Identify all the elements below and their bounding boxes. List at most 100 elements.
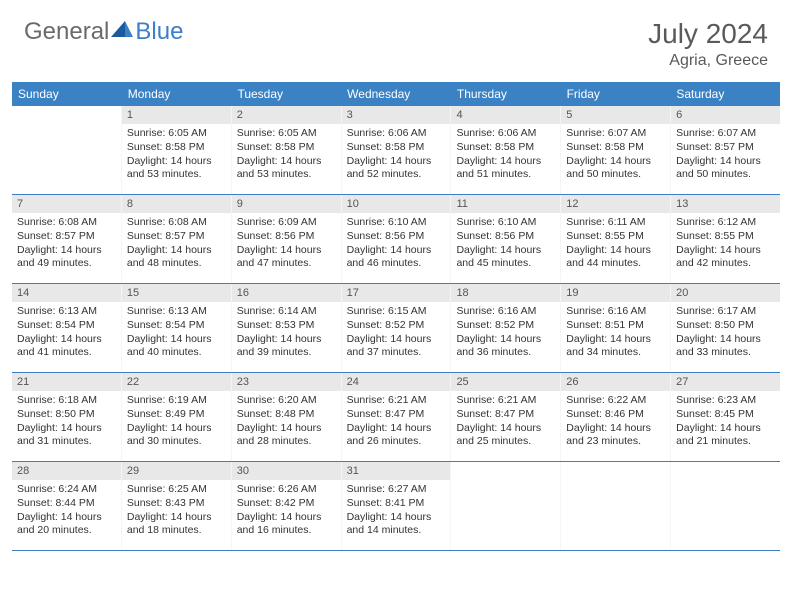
day-number: 21	[12, 373, 121, 391]
daylight-text: Daylight: 14 hours	[127, 333, 226, 347]
day-number: 8	[122, 195, 231, 213]
sunrise-text: Sunrise: 6:06 AM	[456, 127, 555, 141]
calendar: Sunday Monday Tuesday Wednesday Thursday…	[12, 82, 780, 551]
sunrise-text: Sunrise: 6:17 AM	[676, 305, 775, 319]
day-number: 9	[232, 195, 341, 213]
daylight-text: Daylight: 14 hours	[456, 244, 555, 258]
sunset-text: Sunset: 8:47 PM	[456, 408, 555, 422]
sunset-text: Sunset: 8:48 PM	[237, 408, 336, 422]
daylight-text: Daylight: 14 hours	[17, 511, 116, 525]
day-number: 30	[232, 462, 341, 480]
daylight-text-2: and 45 minutes.	[456, 257, 555, 271]
sunrise-text: Sunrise: 6:05 AM	[237, 127, 336, 141]
sunset-text: Sunset: 8:50 PM	[676, 319, 775, 333]
sunrise-text: Sunrise: 6:21 AM	[456, 394, 555, 408]
daylight-text-2: and 33 minutes.	[676, 346, 775, 360]
daylight-text: Daylight: 14 hours	[347, 511, 446, 525]
calendar-cell	[561, 462, 671, 550]
daylight-text-2: and 52 minutes.	[347, 168, 446, 182]
daylight-text-2: and 36 minutes.	[456, 346, 555, 360]
daylight-text-2: and 53 minutes.	[237, 168, 336, 182]
calendar-cell: 21Sunrise: 6:18 AMSunset: 8:50 PMDayligh…	[12, 373, 122, 461]
calendar-cell: 12Sunrise: 6:11 AMSunset: 8:55 PMDayligh…	[561, 195, 671, 283]
daylight-text-2: and 50 minutes.	[566, 168, 665, 182]
day-number: 27	[671, 373, 780, 391]
calendar-cell: 8Sunrise: 6:08 AMSunset: 8:57 PMDaylight…	[122, 195, 232, 283]
week-row: 7Sunrise: 6:08 AMSunset: 8:57 PMDaylight…	[12, 195, 780, 284]
logo: General Blue	[24, 18, 183, 46]
week-row: 1Sunrise: 6:05 AMSunset: 8:58 PMDaylight…	[12, 106, 780, 195]
daylight-text: Daylight: 14 hours	[127, 422, 226, 436]
sunrise-text: Sunrise: 6:14 AM	[237, 305, 336, 319]
daylight-text-2: and 49 minutes.	[17, 257, 116, 271]
sunrise-text: Sunrise: 6:26 AM	[237, 483, 336, 497]
sunset-text: Sunset: 8:44 PM	[17, 497, 116, 511]
day-header-row: Sunday Monday Tuesday Wednesday Thursday…	[12, 82, 780, 106]
sunrise-text: Sunrise: 6:24 AM	[17, 483, 116, 497]
month-title: July 2024	[648, 18, 768, 50]
header: General Blue July 2024 Agria, Greece	[0, 0, 792, 78]
cell-body: Sunrise: 6:17 AMSunset: 8:50 PMDaylight:…	[671, 302, 780, 365]
day-header-sun: Sunday	[12, 82, 122, 106]
sunrise-text: Sunrise: 6:10 AM	[347, 216, 446, 230]
sunrise-text: Sunrise: 6:16 AM	[566, 305, 665, 319]
daylight-text-2: and 41 minutes.	[17, 346, 116, 360]
daylight-text-2: and 47 minutes.	[237, 257, 336, 271]
daylight-text: Daylight: 14 hours	[566, 244, 665, 258]
calendar-cell: 7Sunrise: 6:08 AMSunset: 8:57 PMDaylight…	[12, 195, 122, 283]
calendar-cell: 10Sunrise: 6:10 AMSunset: 8:56 PMDayligh…	[342, 195, 452, 283]
sunrise-text: Sunrise: 6:25 AM	[127, 483, 226, 497]
sunset-text: Sunset: 8:56 PM	[456, 230, 555, 244]
cell-body: Sunrise: 6:11 AMSunset: 8:55 PMDaylight:…	[561, 213, 670, 276]
sunrise-text: Sunrise: 6:05 AM	[127, 127, 226, 141]
daylight-text: Daylight: 14 hours	[456, 422, 555, 436]
sunset-text: Sunset: 8:52 PM	[347, 319, 446, 333]
daylight-text-2: and 51 minutes.	[456, 168, 555, 182]
cell-body: Sunrise: 6:16 AMSunset: 8:52 PMDaylight:…	[451, 302, 560, 365]
daylight-text: Daylight: 14 hours	[127, 511, 226, 525]
day-header-thu: Thursday	[451, 82, 561, 106]
day-number: 6	[671, 106, 780, 124]
day-number: 5	[561, 106, 670, 124]
sunset-text: Sunset: 8:42 PM	[237, 497, 336, 511]
calendar-cell	[451, 462, 561, 550]
daylight-text: Daylight: 14 hours	[676, 155, 775, 169]
calendar-cell: 31Sunrise: 6:27 AMSunset: 8:41 PMDayligh…	[342, 462, 452, 550]
daylight-text: Daylight: 14 hours	[456, 155, 555, 169]
daylight-text-2: and 39 minutes.	[237, 346, 336, 360]
week-row: 28Sunrise: 6:24 AMSunset: 8:44 PMDayligh…	[12, 462, 780, 551]
day-number: 29	[122, 462, 231, 480]
cell-body: Sunrise: 6:15 AMSunset: 8:52 PMDaylight:…	[342, 302, 451, 365]
daylight-text-2: and 50 minutes.	[676, 168, 775, 182]
day-number: 13	[671, 195, 780, 213]
sunrise-text: Sunrise: 6:16 AM	[456, 305, 555, 319]
sunset-text: Sunset: 8:49 PM	[127, 408, 226, 422]
cell-body: Sunrise: 6:25 AMSunset: 8:43 PMDaylight:…	[122, 480, 231, 543]
cell-body: Sunrise: 6:08 AMSunset: 8:57 PMDaylight:…	[12, 213, 121, 276]
week-row: 21Sunrise: 6:18 AMSunset: 8:50 PMDayligh…	[12, 373, 780, 462]
day-header-sat: Saturday	[670, 82, 780, 106]
sunset-text: Sunset: 8:58 PM	[566, 141, 665, 155]
sunset-text: Sunset: 8:55 PM	[676, 230, 775, 244]
sunset-text: Sunset: 8:56 PM	[237, 230, 336, 244]
day-number: 16	[232, 284, 341, 302]
cell-body: Sunrise: 6:10 AMSunset: 8:56 PMDaylight:…	[342, 213, 451, 276]
sunrise-text: Sunrise: 6:11 AM	[566, 216, 665, 230]
calendar-cell: 1Sunrise: 6:05 AMSunset: 8:58 PMDaylight…	[122, 106, 232, 194]
day-number: 19	[561, 284, 670, 302]
sunrise-text: Sunrise: 6:08 AM	[17, 216, 116, 230]
day-header-mon: Monday	[122, 82, 232, 106]
sunrise-text: Sunrise: 6:18 AM	[17, 394, 116, 408]
cell-body: Sunrise: 6:22 AMSunset: 8:46 PMDaylight:…	[561, 391, 670, 454]
sunrise-text: Sunrise: 6:12 AM	[676, 216, 775, 230]
calendar-cell: 5Sunrise: 6:07 AMSunset: 8:58 PMDaylight…	[561, 106, 671, 194]
daylight-text-2: and 37 minutes.	[347, 346, 446, 360]
title-block: July 2024 Agria, Greece	[648, 18, 768, 70]
logo-text-blue: Blue	[135, 18, 183, 46]
daylight-text-2: and 23 minutes.	[566, 435, 665, 449]
sunrise-text: Sunrise: 6:08 AM	[127, 216, 226, 230]
sunrise-text: Sunrise: 6:13 AM	[127, 305, 226, 319]
cell-body: Sunrise: 6:07 AMSunset: 8:57 PMDaylight:…	[671, 124, 780, 187]
cell-body: Sunrise: 6:21 AMSunset: 8:47 PMDaylight:…	[342, 391, 451, 454]
sunrise-text: Sunrise: 6:07 AM	[676, 127, 775, 141]
